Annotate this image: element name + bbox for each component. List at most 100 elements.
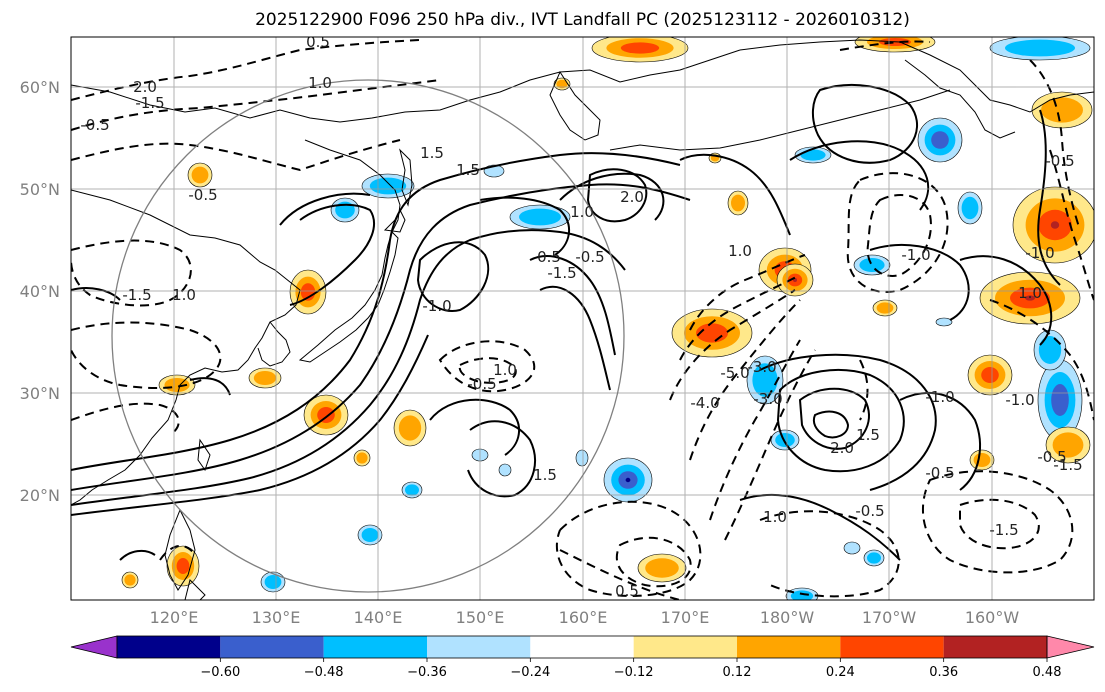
contour-label: 1.5 xyxy=(420,144,444,162)
gridlines xyxy=(71,37,1094,600)
negative-contours xyxy=(71,39,1094,600)
divergence-fill xyxy=(973,453,991,467)
divergence-fill xyxy=(843,541,861,555)
colorbar-outline xyxy=(116,635,1048,659)
lon-label: 170°W xyxy=(862,608,917,627)
divergence-fill xyxy=(1050,221,1060,229)
contour-label: -0.5 xyxy=(467,375,496,393)
contour-label: 1.5 xyxy=(856,426,880,444)
contour-label: 1.0 xyxy=(728,242,752,260)
colorbar-segment xyxy=(530,636,634,658)
divergence-fill xyxy=(961,196,979,220)
divergence-fill xyxy=(876,302,894,314)
map-frame xyxy=(70,36,1095,601)
lon-label: 150°E xyxy=(456,608,505,627)
divergence-fill xyxy=(800,149,826,161)
colorbar-tick-label: 0.48 xyxy=(1033,665,1062,680)
contour-label: 2.0 xyxy=(133,78,157,96)
divergence-fill xyxy=(1025,295,1035,301)
longitude-labels: 120°E 130°E 140°E 150°E 160°E 170°E 180°… xyxy=(150,608,1020,627)
divergence-fill xyxy=(935,317,953,327)
divergence-fill xyxy=(124,574,136,586)
contour-label: -1.5 xyxy=(135,94,164,112)
divergence-fill xyxy=(1005,39,1075,57)
coastlines xyxy=(71,39,1094,600)
contour-label: 1.5 xyxy=(456,161,480,179)
divergence-fill xyxy=(176,558,190,574)
divergence-fill xyxy=(775,433,795,447)
colorbar-tick-label: −0.24 xyxy=(510,665,550,680)
lon-label: 180°W xyxy=(760,608,815,627)
lon-label: 130°E xyxy=(252,608,301,627)
contour-label: 0.5 xyxy=(615,582,639,600)
divergence-fill xyxy=(645,558,679,578)
contour-label: -0.5 xyxy=(1045,152,1074,170)
contour-label: -1.0 xyxy=(901,246,930,264)
divergence-fill xyxy=(620,42,660,54)
lat-label: 40°N xyxy=(20,282,60,301)
contour-label: -1.0 xyxy=(422,297,451,315)
divergence-fill xyxy=(931,131,949,149)
colorbar-tick-label: −0.36 xyxy=(407,665,447,680)
divergence-fill xyxy=(790,590,814,600)
divergence-fill xyxy=(405,484,419,496)
contour-label: 0.5 xyxy=(306,33,330,51)
positive-contours xyxy=(71,84,1061,561)
divergence-fill xyxy=(1041,97,1083,123)
contour-label: -0.5 xyxy=(925,464,954,482)
colorbar-segment xyxy=(220,636,324,658)
contour-label: -3.0 xyxy=(747,358,776,376)
contour-label: -0.5 xyxy=(855,502,884,520)
lon-label: 140°E xyxy=(354,608,403,627)
divergence-fill xyxy=(356,452,368,464)
divergence-fill xyxy=(519,208,561,226)
contour-label: 1.5 xyxy=(533,466,557,484)
divergence-fills xyxy=(121,37,1094,600)
contour-label: 1.0 xyxy=(1018,284,1042,302)
colorbar-segment xyxy=(943,636,1047,658)
latitude-labels: 60°N 50°N 40°N 30°N 20°N xyxy=(20,78,60,505)
lon-label: 160°W xyxy=(965,608,1020,627)
map-title: 2025122900 F096 250 hPa div., IVT Landfa… xyxy=(255,10,910,30)
colorbar-extend-low xyxy=(70,635,118,659)
divergence-fill xyxy=(859,258,885,272)
divergence-fill xyxy=(867,552,881,564)
colorbar-extend-high xyxy=(1046,635,1095,659)
contour-label: -0.5 xyxy=(80,116,109,134)
contour-label: 2.0 xyxy=(620,188,644,206)
divergence-fill xyxy=(625,477,631,483)
divergence-fill xyxy=(191,166,209,184)
contour-label: -0.5 xyxy=(188,186,217,204)
lat-label: 30°N xyxy=(20,384,60,403)
colorbar-segment xyxy=(737,636,841,658)
contour-label: 1.0 xyxy=(493,361,517,379)
contour-label: 1.0 xyxy=(570,203,594,221)
contour-label: -1.0 xyxy=(925,388,954,406)
divergence-fill xyxy=(253,371,277,385)
colorbar-segment xyxy=(427,636,531,658)
divergence-fill xyxy=(556,79,568,89)
colorbar-tick-label: 0.12 xyxy=(723,665,752,680)
contour-label: 1.0 xyxy=(172,286,196,304)
colorbar-tick-label: −0.12 xyxy=(614,665,654,680)
divergence-fill xyxy=(575,449,589,467)
lon-label: 170°E xyxy=(661,608,710,627)
divergence-fill xyxy=(731,194,745,212)
contour-label: 1.0 xyxy=(308,74,332,92)
contour-label: -0.5 xyxy=(1037,448,1066,466)
contour-label: -0.5 xyxy=(575,248,604,266)
colorbar-segment xyxy=(323,636,427,658)
divergence-fill xyxy=(264,575,282,589)
colorbar: −0.60 −0.48 −0.36 −0.24 −0.12 0.12 0.24 0.36 0.4… xyxy=(70,635,1095,680)
contour-label: -1.5 xyxy=(989,521,1018,539)
contour-labels: 0.5 2.0 1.0 -1.5 -0.5 -0.5 1.5 1.5 1.0 2.0 0.5 -0.5… xyxy=(80,33,1082,600)
contour-label: 1.0 xyxy=(763,508,787,526)
divergence-fill xyxy=(1051,384,1069,416)
divergence-fill xyxy=(1052,432,1084,458)
contour-label: 0.5 xyxy=(537,248,561,266)
lon-label: 120°E xyxy=(150,608,199,627)
contour-label: -5.0 xyxy=(720,364,749,382)
contour-label: -4.0 xyxy=(690,394,719,412)
divergence-fill xyxy=(498,463,512,477)
contour-label: -1.5 xyxy=(122,286,151,304)
